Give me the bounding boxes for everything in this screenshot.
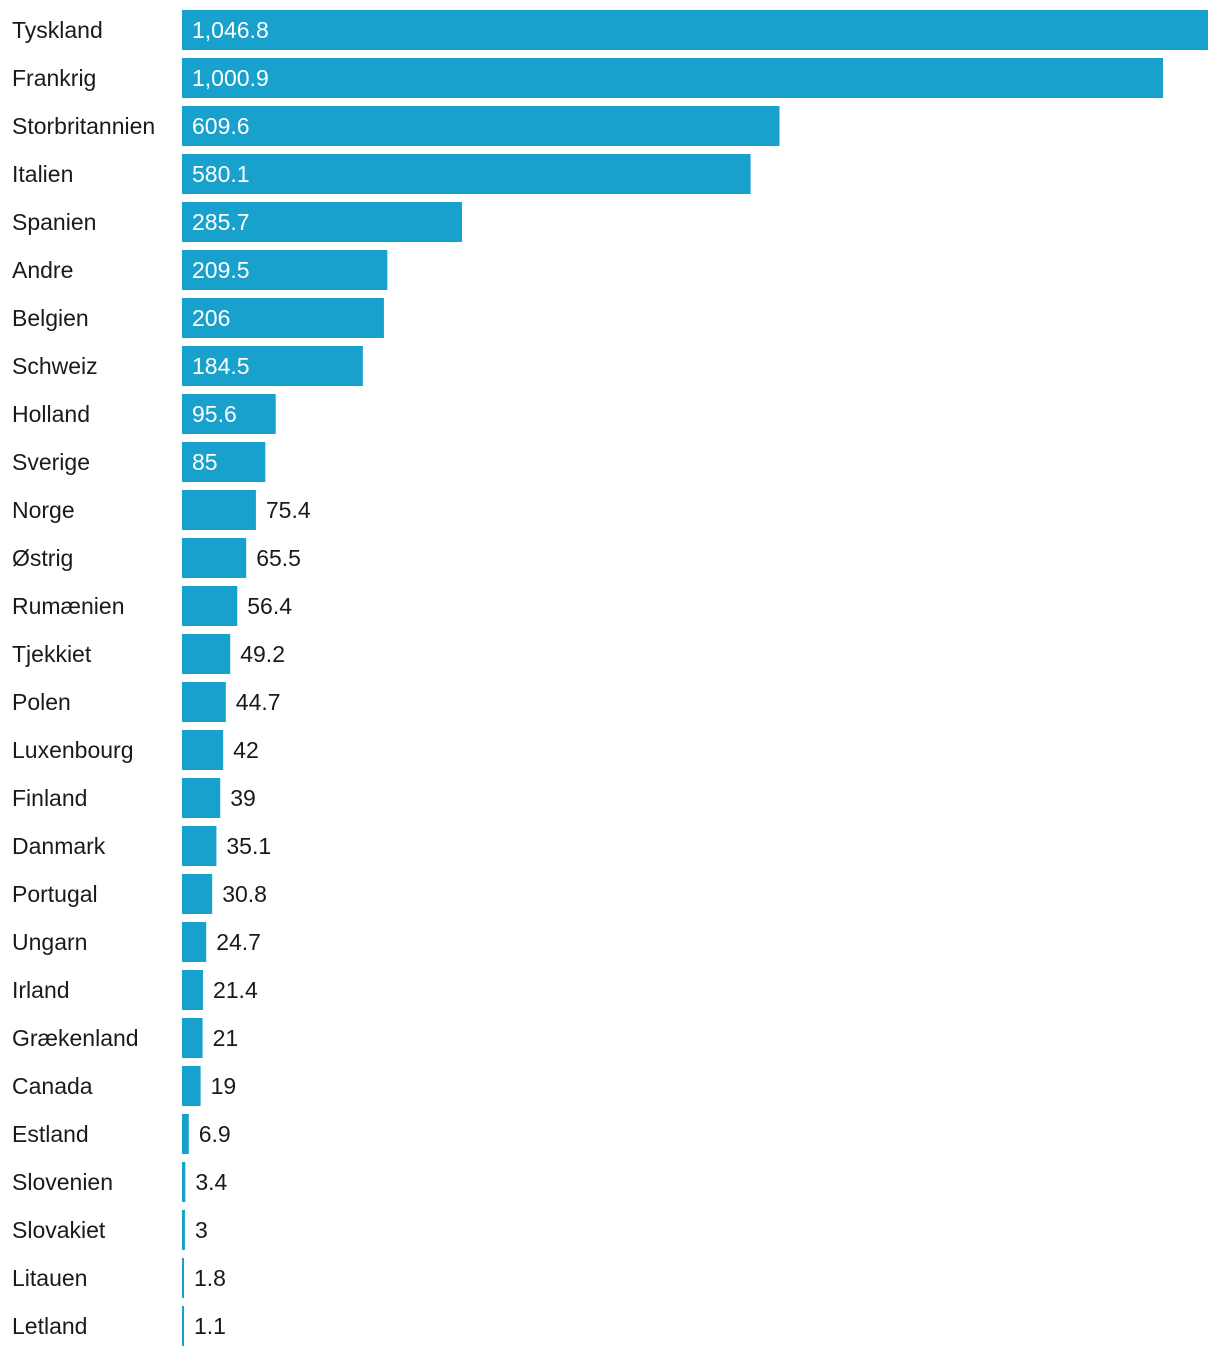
category-label: Belgien	[12, 305, 89, 331]
category-label: Canada	[12, 1073, 93, 1099]
category-label: Letland	[12, 1313, 87, 1339]
bar	[182, 1210, 185, 1250]
bar	[182, 202, 463, 242]
category-label: Sverige	[12, 449, 90, 475]
bar	[182, 970, 203, 1010]
bar	[182, 1066, 201, 1106]
category-label: Irland	[12, 977, 70, 1003]
bar	[182, 538, 247, 578]
value-label: 1,000.9	[192, 65, 269, 91]
value-label: 209.5	[192, 257, 250, 283]
bar	[182, 298, 384, 338]
bar	[182, 826, 217, 866]
value-label: 206	[192, 305, 230, 331]
category-label: Estland	[12, 1121, 89, 1147]
category-label: Storbritannien	[12, 113, 155, 139]
bar	[182, 58, 1164, 98]
value-label: 19	[211, 1073, 237, 1099]
bar	[182, 1162, 186, 1202]
bar	[182, 778, 221, 818]
bar	[182, 682, 226, 722]
bar	[182, 874, 213, 914]
value-label: 1.8	[194, 1265, 226, 1291]
bar	[182, 634, 231, 674]
category-label: Østrig	[12, 545, 73, 571]
value-label: 42	[233, 737, 259, 763]
value-label: 3.4	[195, 1169, 227, 1195]
value-label: 580.1	[192, 161, 250, 187]
category-label: Slovakiet	[12, 1217, 106, 1243]
value-label: 65.5	[256, 545, 301, 571]
value-label: 44.7	[236, 689, 281, 715]
category-label: Norge	[12, 497, 75, 523]
value-label: 39	[230, 785, 256, 811]
bar	[182, 586, 238, 626]
value-label: 56.4	[247, 593, 292, 619]
category-label: Portugal	[12, 881, 98, 907]
category-label: Luxenbourg	[12, 737, 134, 763]
category-label: Finland	[12, 785, 87, 811]
bar	[182, 1306, 184, 1346]
value-label: 95.6	[192, 401, 237, 427]
value-label: 21	[213, 1025, 239, 1051]
category-label: Andre	[12, 257, 73, 283]
category-label: Schweiz	[12, 353, 98, 379]
category-label: Grækenland	[12, 1025, 139, 1051]
category-label: Litauen	[12, 1265, 87, 1291]
value-label: 6.9	[199, 1121, 231, 1147]
bar	[182, 346, 363, 386]
category-label: Ungarn	[12, 929, 87, 955]
value-label: 285.7	[192, 209, 250, 235]
value-label: 184.5	[192, 353, 250, 379]
bar	[182, 250, 388, 290]
category-label: Danmark	[12, 833, 106, 859]
bar	[182, 394, 276, 434]
bar	[182, 154, 751, 194]
value-label: 35.1	[226, 833, 271, 859]
category-label: Holland	[12, 401, 90, 427]
bar	[182, 1258, 184, 1298]
bar	[182, 490, 256, 530]
category-label: Tjekkiet	[12, 641, 92, 667]
value-label: 30.8	[222, 881, 267, 907]
bar	[182, 10, 1208, 50]
value-label: 21.4	[213, 977, 258, 1003]
value-label: 49.2	[240, 641, 285, 667]
bar	[182, 106, 780, 146]
bar	[182, 1018, 203, 1058]
category-label: Slovenien	[12, 1169, 113, 1195]
value-label: 75.4	[266, 497, 311, 523]
bar	[182, 1114, 189, 1154]
bar	[182, 922, 207, 962]
value-label: 24.7	[216, 929, 261, 955]
bar	[182, 730, 224, 770]
category-label: Rumænien	[12, 593, 125, 619]
value-label: 1.1	[194, 1313, 226, 1339]
category-label: Italien	[12, 161, 73, 187]
value-label: 85	[192, 449, 218, 475]
value-label: 609.6	[192, 113, 250, 139]
category-label: Tyskland	[12, 17, 103, 43]
value-label: 1,046.8	[192, 17, 269, 43]
bar	[182, 442, 266, 482]
category-label: Polen	[12, 689, 71, 715]
category-label: Spanien	[12, 209, 96, 235]
category-label: Frankrig	[12, 65, 96, 91]
value-label: 3	[195, 1217, 208, 1243]
